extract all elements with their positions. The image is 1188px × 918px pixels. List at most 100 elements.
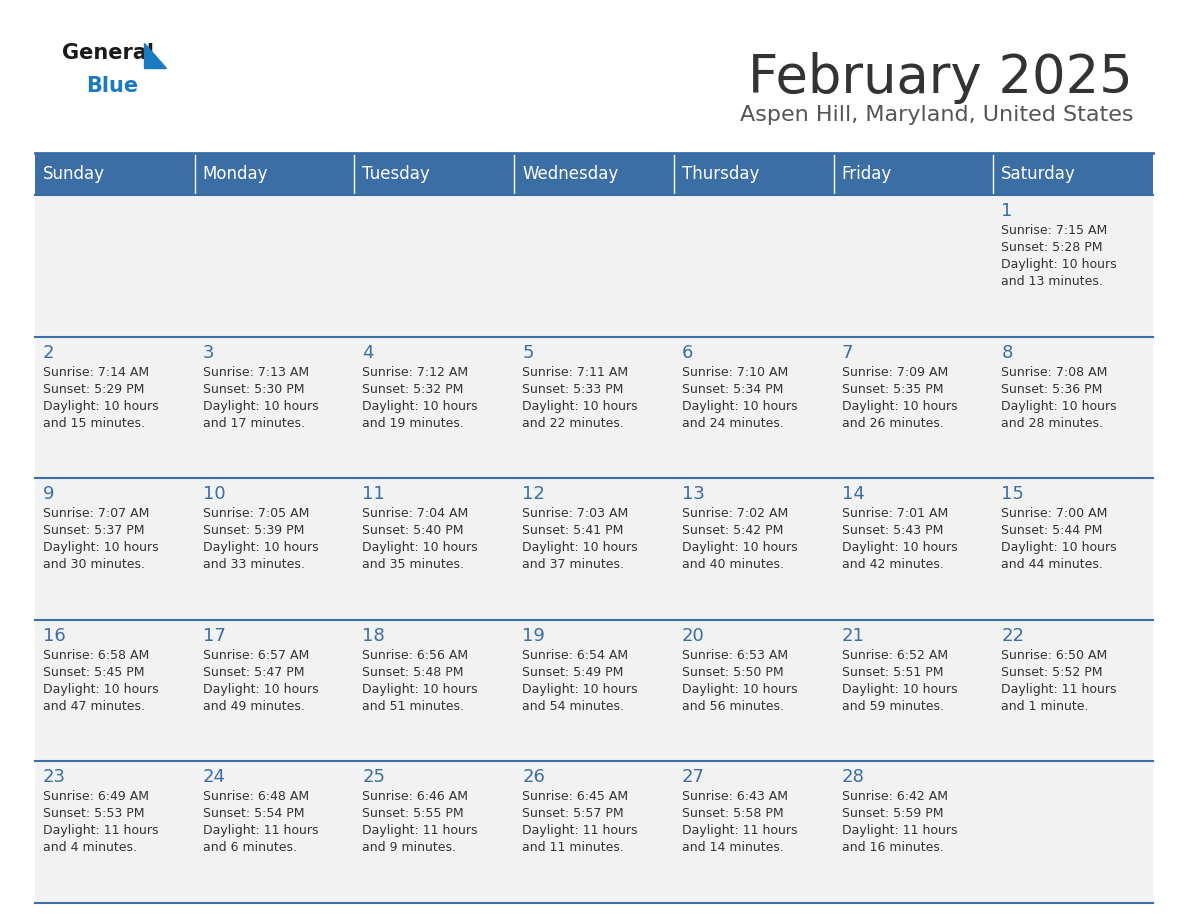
Text: Sunset: 5:54 PM: Sunset: 5:54 PM — [203, 808, 304, 821]
Text: Blue: Blue — [86, 76, 138, 96]
Text: 8: 8 — [1001, 343, 1012, 362]
Text: and 11 minutes.: and 11 minutes. — [523, 842, 624, 855]
Text: 14: 14 — [841, 486, 865, 503]
Text: Daylight: 11 hours: Daylight: 11 hours — [362, 824, 478, 837]
Text: Monday: Monday — [203, 165, 268, 183]
Text: Daylight: 10 hours: Daylight: 10 hours — [682, 683, 797, 696]
Text: and 16 minutes.: and 16 minutes. — [841, 842, 943, 855]
Text: Daylight: 10 hours: Daylight: 10 hours — [362, 683, 478, 696]
Bar — [834, 761, 993, 903]
Text: and 30 minutes.: and 30 minutes. — [43, 558, 145, 571]
Text: Sunrise: 7:00 AM: Sunrise: 7:00 AM — [1001, 508, 1107, 521]
Text: General: General — [62, 43, 154, 63]
Text: Daylight: 10 hours: Daylight: 10 hours — [682, 399, 797, 412]
Text: Sunrise: 7:03 AM: Sunrise: 7:03 AM — [523, 508, 628, 521]
Text: and 28 minutes.: and 28 minutes. — [1001, 417, 1104, 430]
Text: 20: 20 — [682, 627, 704, 644]
Text: 5: 5 — [523, 343, 533, 362]
Text: Sunrise: 6:52 AM: Sunrise: 6:52 AM — [841, 649, 948, 662]
Text: Sunset: 5:32 PM: Sunset: 5:32 PM — [362, 383, 463, 396]
Text: Aspen Hill, Maryland, United States: Aspen Hill, Maryland, United States — [739, 105, 1133, 125]
Text: Daylight: 10 hours: Daylight: 10 hours — [841, 399, 958, 412]
Text: Daylight: 10 hours: Daylight: 10 hours — [203, 399, 318, 412]
Text: Daylight: 10 hours: Daylight: 10 hours — [43, 542, 159, 554]
Text: and 44 minutes.: and 44 minutes. — [1001, 558, 1104, 571]
Text: 17: 17 — [203, 627, 226, 644]
Text: Daylight: 10 hours: Daylight: 10 hours — [523, 399, 638, 412]
Text: 28: 28 — [841, 768, 865, 787]
Text: Daylight: 10 hours: Daylight: 10 hours — [523, 683, 638, 696]
Text: and 40 minutes.: and 40 minutes. — [682, 558, 784, 571]
Text: and 24 minutes.: and 24 minutes. — [682, 417, 784, 430]
Text: Sunrise: 6:54 AM: Sunrise: 6:54 AM — [523, 649, 628, 662]
Text: Sunset: 5:48 PM: Sunset: 5:48 PM — [362, 666, 465, 678]
Text: and 15 minutes.: and 15 minutes. — [43, 417, 145, 430]
Text: 1: 1 — [1001, 202, 1012, 220]
Bar — [834, 620, 993, 761]
Bar — [674, 153, 834, 195]
Text: Sunrise: 6:43 AM: Sunrise: 6:43 AM — [682, 790, 788, 803]
Text: Daylight: 11 hours: Daylight: 11 hours — [841, 824, 958, 837]
Bar — [514, 478, 674, 620]
Bar — [993, 620, 1154, 761]
Bar — [195, 620, 354, 761]
Polygon shape — [144, 43, 166, 68]
Bar — [514, 153, 674, 195]
Bar — [354, 337, 514, 478]
Bar — [514, 620, 674, 761]
Bar — [34, 761, 195, 903]
Text: and 17 minutes.: and 17 minutes. — [203, 417, 304, 430]
Text: Sunrise: 6:57 AM: Sunrise: 6:57 AM — [203, 649, 309, 662]
Text: Sunset: 5:29 PM: Sunset: 5:29 PM — [43, 383, 145, 396]
Text: 16: 16 — [43, 627, 65, 644]
Text: 10: 10 — [203, 486, 226, 503]
Bar — [674, 620, 834, 761]
Text: and 13 minutes.: and 13 minutes. — [1001, 275, 1104, 288]
Text: Sunset: 5:36 PM: Sunset: 5:36 PM — [1001, 383, 1102, 396]
Text: Daylight: 10 hours: Daylight: 10 hours — [1001, 258, 1117, 271]
Text: 27: 27 — [682, 768, 704, 787]
Text: Sunrise: 7:02 AM: Sunrise: 7:02 AM — [682, 508, 788, 521]
Text: 2: 2 — [43, 343, 55, 362]
Bar — [993, 337, 1154, 478]
Text: Daylight: 10 hours: Daylight: 10 hours — [362, 542, 478, 554]
Text: 13: 13 — [682, 486, 704, 503]
Text: Sunrise: 6:45 AM: Sunrise: 6:45 AM — [523, 790, 628, 803]
Text: and 6 minutes.: and 6 minutes. — [203, 842, 297, 855]
Text: Sunrise: 7:10 AM: Sunrise: 7:10 AM — [682, 365, 788, 378]
Text: 12: 12 — [523, 486, 545, 503]
Text: Tuesday: Tuesday — [362, 165, 430, 183]
Text: 7: 7 — [841, 343, 853, 362]
Text: Sunrise: 6:53 AM: Sunrise: 6:53 AM — [682, 649, 788, 662]
Text: Sunrise: 6:46 AM: Sunrise: 6:46 AM — [362, 790, 468, 803]
Text: February 2025: February 2025 — [748, 52, 1133, 104]
Text: Sunset: 5:57 PM: Sunset: 5:57 PM — [523, 808, 624, 821]
Text: and 33 minutes.: and 33 minutes. — [203, 558, 304, 571]
Text: Sunrise: 7:09 AM: Sunrise: 7:09 AM — [841, 365, 948, 378]
Text: Sunset: 5:35 PM: Sunset: 5:35 PM — [841, 383, 943, 396]
Text: and 56 minutes.: and 56 minutes. — [682, 700, 784, 712]
Text: and 49 minutes.: and 49 minutes. — [203, 700, 304, 712]
Text: 3: 3 — [203, 343, 214, 362]
Text: Sunrise: 6:48 AM: Sunrise: 6:48 AM — [203, 790, 309, 803]
Text: and 47 minutes.: and 47 minutes. — [43, 700, 145, 712]
Text: and 59 minutes.: and 59 minutes. — [841, 700, 943, 712]
Text: Sunrise: 6:56 AM: Sunrise: 6:56 AM — [362, 649, 468, 662]
Bar — [354, 761, 514, 903]
Text: Sunset: 5:43 PM: Sunset: 5:43 PM — [841, 524, 943, 537]
Text: Saturday: Saturday — [1001, 165, 1076, 183]
Text: Sunset: 5:47 PM: Sunset: 5:47 PM — [203, 666, 304, 678]
Text: Sunrise: 7:05 AM: Sunrise: 7:05 AM — [203, 508, 309, 521]
Text: Daylight: 10 hours: Daylight: 10 hours — [203, 542, 318, 554]
Text: Sunset: 5:42 PM: Sunset: 5:42 PM — [682, 524, 783, 537]
Text: Daylight: 10 hours: Daylight: 10 hours — [1001, 399, 1117, 412]
Bar — [514, 195, 674, 337]
Text: Daylight: 11 hours: Daylight: 11 hours — [523, 824, 638, 837]
Text: and 22 minutes.: and 22 minutes. — [523, 417, 624, 430]
Text: Sunset: 5:59 PM: Sunset: 5:59 PM — [841, 808, 943, 821]
Bar — [993, 761, 1154, 903]
Text: 18: 18 — [362, 627, 385, 644]
Text: Sunrise: 7:14 AM: Sunrise: 7:14 AM — [43, 365, 150, 378]
Bar — [34, 153, 195, 195]
Text: and 26 minutes.: and 26 minutes. — [841, 417, 943, 430]
